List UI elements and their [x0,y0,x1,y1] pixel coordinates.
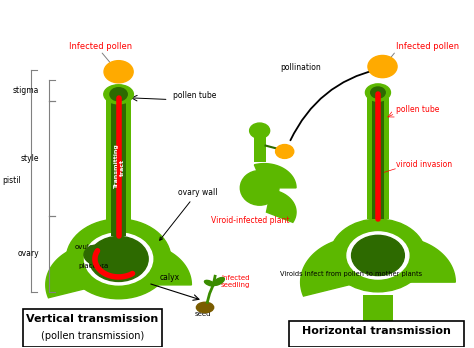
Polygon shape [137,244,191,285]
FancyBboxPatch shape [106,98,131,236]
Text: Viroid-infected plant: Viroid-infected plant [211,215,290,224]
FancyBboxPatch shape [289,321,465,347]
FancyBboxPatch shape [254,136,265,162]
Text: Viroids infect from pollen to mother plants: Viroids infect from pollen to mother pla… [280,271,422,277]
FancyBboxPatch shape [93,311,144,337]
FancyBboxPatch shape [366,98,389,219]
Ellipse shape [240,171,279,205]
FancyBboxPatch shape [23,309,162,347]
Text: (pollen transmission): (pollen transmission) [41,331,144,341]
Text: Infected
seedling: Infected seedling [221,275,250,288]
Ellipse shape [110,88,127,101]
Text: pollen tube: pollen tube [173,91,217,100]
Text: pistil: pistil [2,176,21,185]
Circle shape [104,61,133,83]
Text: Infected pollen: Infected pollen [69,42,132,51]
Ellipse shape [371,87,385,98]
Ellipse shape [365,84,391,101]
Ellipse shape [104,85,133,104]
Ellipse shape [213,278,224,285]
Circle shape [250,123,270,138]
Ellipse shape [204,280,215,286]
Text: style: style [20,154,39,163]
Text: viroid invasion: viroid invasion [396,160,452,169]
Circle shape [84,245,109,264]
Circle shape [352,235,404,276]
Text: Transmitting
tract: Transmitting tract [114,145,125,189]
Text: peduncle: peduncle [91,334,123,340]
Text: ovary wall: ovary wall [160,188,217,240]
Text: seed: seed [194,311,211,317]
Circle shape [330,219,426,292]
Text: ovule: ovule [75,244,94,250]
Text: placenta: placenta [78,263,109,269]
Circle shape [89,236,148,282]
Text: stigma: stigma [13,86,39,95]
Circle shape [368,55,397,78]
Text: Vertical transmission: Vertical transmission [26,314,158,324]
Text: Infected pollen: Infected pollen [396,42,459,51]
FancyBboxPatch shape [363,295,393,337]
Circle shape [275,144,294,158]
Text: pollination: pollination [280,63,321,72]
Circle shape [368,237,388,253]
FancyBboxPatch shape [111,98,126,236]
Circle shape [347,232,409,279]
Text: ovary: ovary [18,249,39,258]
Polygon shape [46,244,100,298]
Ellipse shape [196,302,214,313]
Polygon shape [266,190,296,222]
Circle shape [84,233,153,285]
Circle shape [66,219,171,299]
Text: calyx: calyx [160,273,180,282]
Polygon shape [396,238,456,282]
Text: pollen tube: pollen tube [396,105,439,113]
FancyBboxPatch shape [372,98,384,219]
Polygon shape [255,164,296,188]
Text: Horizontal transmission: Horizontal transmission [302,326,451,337]
Polygon shape [301,238,360,296]
Ellipse shape [372,251,384,264]
